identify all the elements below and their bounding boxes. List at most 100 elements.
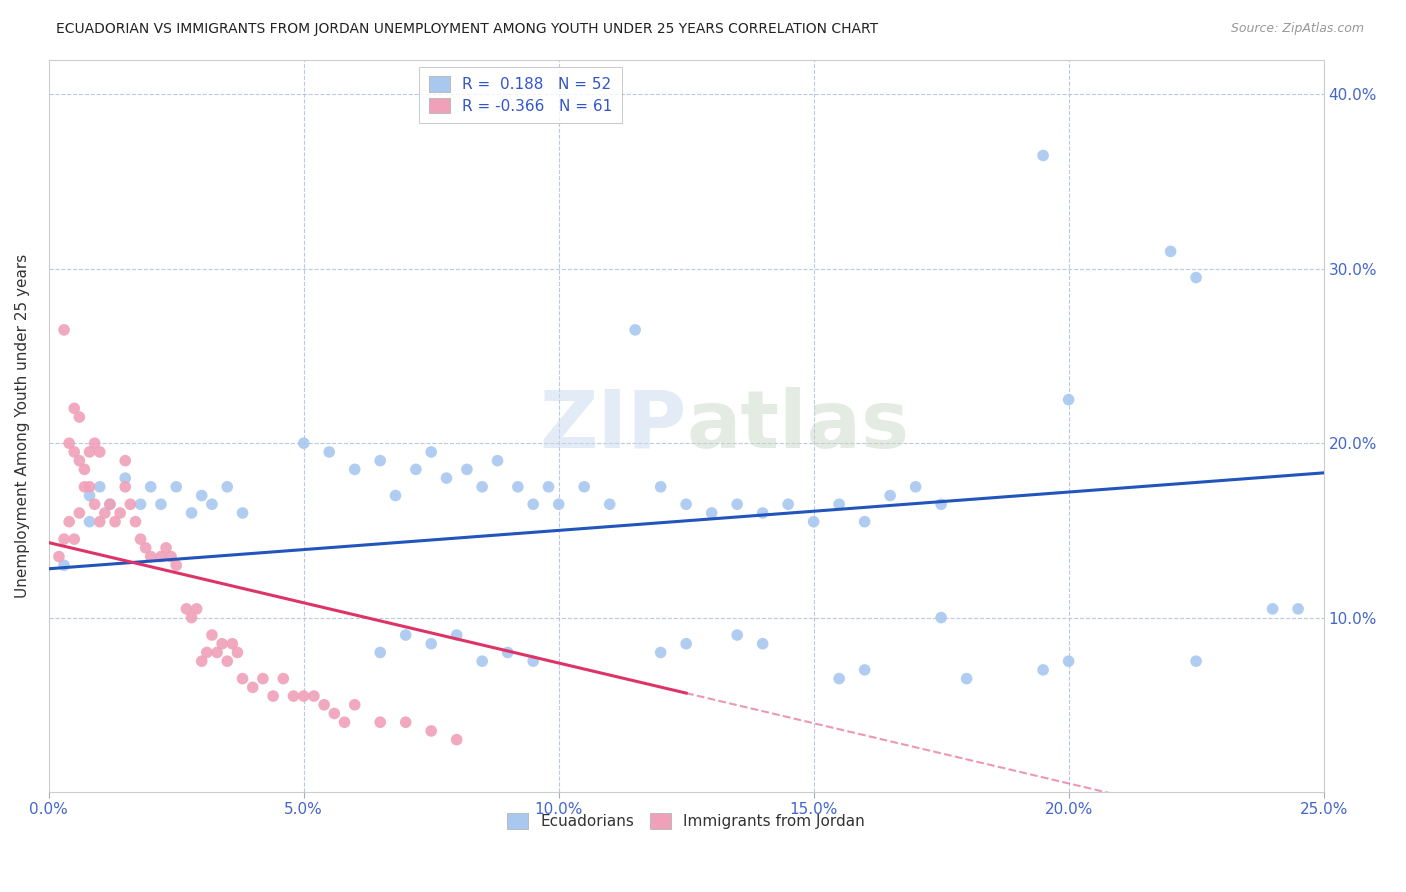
Point	[201, 497, 224, 511]
Point	[879, 489, 901, 503]
Point	[186, 602, 208, 616]
Point	[53, 532, 76, 546]
Point	[405, 462, 427, 476]
Point	[139, 480, 162, 494]
Point	[195, 645, 218, 659]
Point	[751, 637, 773, 651]
Point	[368, 715, 391, 730]
Point	[283, 689, 305, 703]
Point	[537, 480, 560, 494]
Point	[252, 672, 274, 686]
Point	[211, 637, 233, 651]
Point	[496, 645, 519, 659]
Point	[67, 506, 90, 520]
Point	[226, 645, 249, 659]
Point	[83, 436, 105, 450]
Point	[83, 497, 105, 511]
Point	[114, 471, 136, 485]
Point	[420, 445, 443, 459]
Point	[67, 410, 90, 425]
Point	[114, 480, 136, 494]
Point	[190, 489, 212, 503]
Point	[98, 497, 121, 511]
Point	[114, 453, 136, 467]
Point	[79, 480, 101, 494]
Text: atlas: atlas	[686, 387, 910, 465]
Point	[1032, 148, 1054, 162]
Point	[231, 506, 253, 520]
Point	[675, 497, 697, 511]
Point	[1261, 602, 1284, 616]
Point	[292, 436, 315, 450]
Point	[1185, 654, 1208, 668]
Point	[58, 436, 80, 450]
Point	[1057, 654, 1080, 668]
Point	[323, 706, 346, 721]
Point	[104, 515, 127, 529]
Point	[129, 532, 152, 546]
Point	[79, 445, 101, 459]
Point	[180, 610, 202, 624]
Point	[94, 506, 117, 520]
Point	[292, 689, 315, 703]
Point	[471, 654, 494, 668]
Point	[89, 445, 111, 459]
Point	[221, 637, 243, 651]
Point	[318, 445, 340, 459]
Point	[547, 497, 569, 511]
Point	[929, 610, 952, 624]
Point	[675, 637, 697, 651]
Point	[700, 506, 723, 520]
Point	[904, 480, 927, 494]
Point	[135, 541, 157, 555]
Point	[89, 480, 111, 494]
Point	[63, 401, 86, 416]
Point	[751, 506, 773, 520]
Point	[420, 637, 443, 651]
Point	[456, 462, 478, 476]
Point	[333, 715, 356, 730]
Point	[58, 515, 80, 529]
Point	[725, 497, 748, 511]
Point	[803, 515, 825, 529]
Text: ECUADORIAN VS IMMIGRANTS FROM JORDAN UNEMPLOYMENT AMONG YOUTH UNDER 25 YEARS COR: ECUADORIAN VS IMMIGRANTS FROM JORDAN UNE…	[56, 22, 879, 37]
Point	[124, 515, 146, 529]
Point	[217, 654, 239, 668]
Point	[155, 541, 177, 555]
Point	[302, 689, 325, 703]
Point	[190, 654, 212, 668]
Point	[572, 480, 595, 494]
Text: ZIP: ZIP	[538, 387, 686, 465]
Point	[956, 672, 979, 686]
Point	[368, 645, 391, 659]
Point	[120, 497, 142, 511]
Point	[486, 453, 509, 467]
Point	[599, 497, 621, 511]
Point	[176, 602, 198, 616]
Point	[828, 672, 851, 686]
Point	[165, 558, 187, 573]
Point	[853, 515, 876, 529]
Point	[853, 663, 876, 677]
Point	[149, 497, 172, 511]
Point	[471, 480, 494, 494]
Point	[436, 471, 458, 485]
Legend: Ecuadorians, Immigrants from Jordan: Ecuadorians, Immigrants from Jordan	[501, 807, 872, 836]
Point	[139, 549, 162, 564]
Point	[89, 515, 111, 529]
Point	[160, 549, 183, 564]
Point	[79, 515, 101, 529]
Point	[522, 497, 544, 511]
Point	[1057, 392, 1080, 407]
Point	[828, 497, 851, 511]
Point	[165, 480, 187, 494]
Point	[395, 628, 418, 642]
Y-axis label: Unemployment Among Youth under 25 years: Unemployment Among Youth under 25 years	[15, 253, 30, 598]
Point	[343, 698, 366, 712]
Point	[778, 497, 800, 511]
Point	[446, 628, 468, 642]
Point	[205, 645, 228, 659]
Point	[129, 497, 152, 511]
Point	[1160, 244, 1182, 259]
Point	[53, 323, 76, 337]
